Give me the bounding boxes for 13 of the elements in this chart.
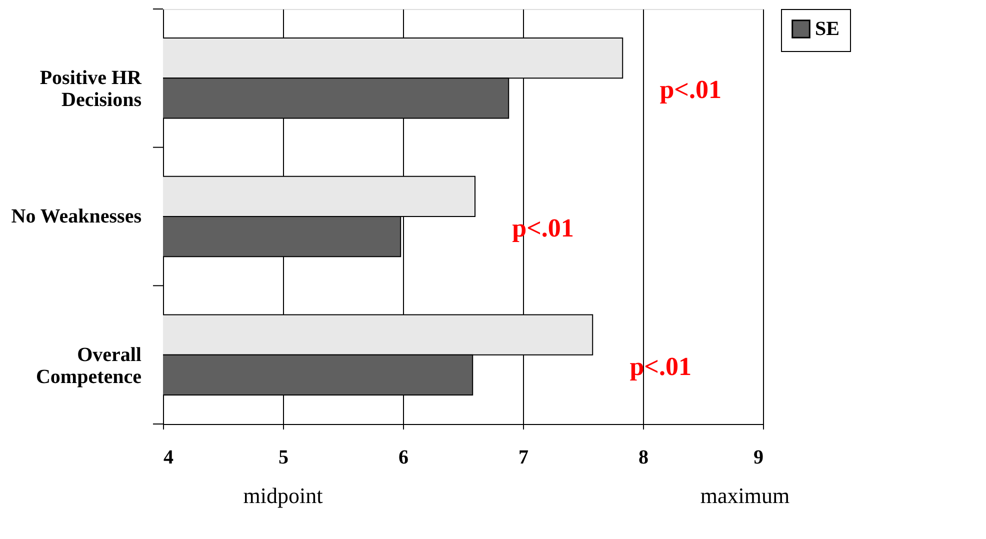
x-tick-label: 8 bbox=[638, 446, 648, 468]
text: maximum bbox=[700, 483, 790, 508]
annotation: p<.01 bbox=[660, 75, 722, 104]
x-tick-label: 7 bbox=[518, 446, 528, 468]
y-tick-label: No Weaknesses bbox=[11, 206, 142, 228]
x-tick-label: 9 bbox=[754, 446, 764, 468]
y-tick-label: Overall Competence bbox=[36, 344, 142, 388]
x-tick-label: 4 bbox=[164, 446, 174, 468]
x-tick-label: 5 bbox=[278, 446, 288, 468]
text: midpoint bbox=[243, 483, 323, 508]
x-tick-label: 6 bbox=[398, 446, 408, 468]
legend-label: SE bbox=[815, 18, 840, 40]
y-tick-label: Positive HR Decisions bbox=[40, 67, 142, 112]
